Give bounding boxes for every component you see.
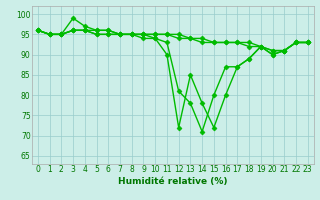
X-axis label: Humidité relative (%): Humidité relative (%) [118,177,228,186]
